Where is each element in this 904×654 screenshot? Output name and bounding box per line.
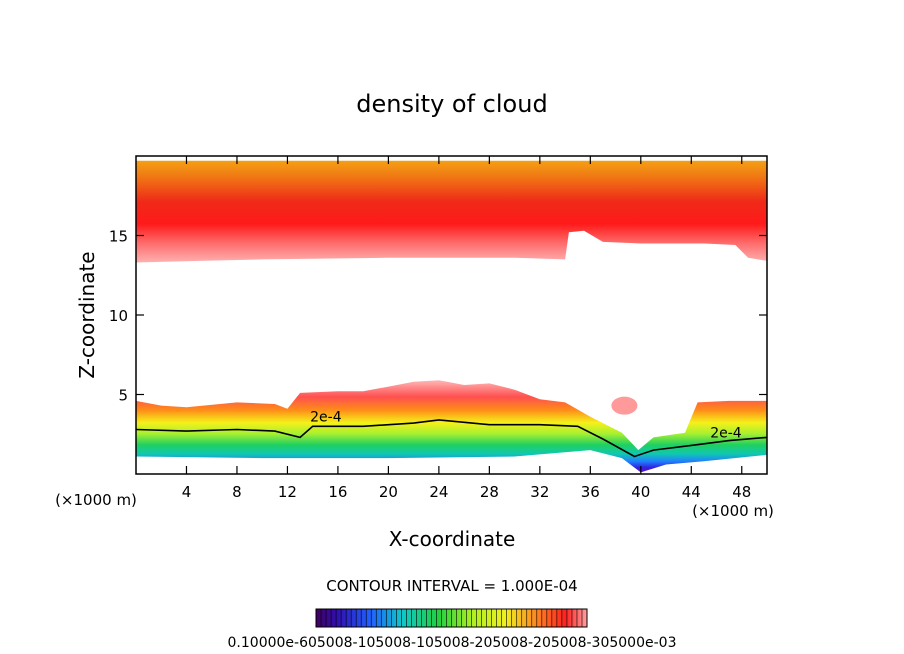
x-tick-label: 20 xyxy=(379,483,398,501)
colorbar-tick-labels: 0.10000e-605008-105008-105008-205008-205… xyxy=(228,635,677,651)
y-tick-label: 5 xyxy=(118,387,128,405)
plot-area xyxy=(136,160,767,473)
x-axis-ticks: 4 8 12 16 20 24 28 32 36 40 44 48 xyxy=(182,156,751,501)
x-tick-label: 4 xyxy=(182,483,192,501)
y-tick-label: 10 xyxy=(109,307,128,325)
contour-label: 2e-4 xyxy=(310,410,342,426)
x-axis-unit-right: (×1000 m) xyxy=(692,502,774,520)
chart-title: density of cloud xyxy=(356,90,547,118)
y-axis-ticks: 5 10 15 xyxy=(109,228,767,405)
x-tick-label: 36 xyxy=(581,483,600,501)
x-tick-label: 12 xyxy=(278,483,297,501)
y-axis-label: Z-coordinate xyxy=(75,251,99,378)
contour-interval-text: CONTOUR INTERVAL = 1.000E-04 xyxy=(326,577,577,595)
x-axis-label: X-coordinate xyxy=(389,527,516,551)
x-tick-label: 28 xyxy=(480,483,499,501)
x-tick-label: 24 xyxy=(429,483,448,501)
x-tick-label: 40 xyxy=(631,483,650,501)
y-tick-label: 15 xyxy=(109,228,128,246)
x-tick-label: 44 xyxy=(682,483,701,501)
x-tick-label: 32 xyxy=(530,483,549,501)
x-tick-label: 8 xyxy=(232,483,242,501)
contour-label: 2e-4 xyxy=(710,425,742,441)
colorbar-level-lines xyxy=(320,609,583,627)
x-axis-unit-left: (×1000 m) xyxy=(55,491,137,509)
upper-cloud-region xyxy=(136,160,767,263)
x-tick-label: 48 xyxy=(732,483,751,501)
isolated-cloud-blob xyxy=(611,396,638,415)
contour-line-2e-4 xyxy=(136,419,767,458)
x-tick-label: 16 xyxy=(328,483,347,501)
lower-cloud-region xyxy=(136,380,767,473)
